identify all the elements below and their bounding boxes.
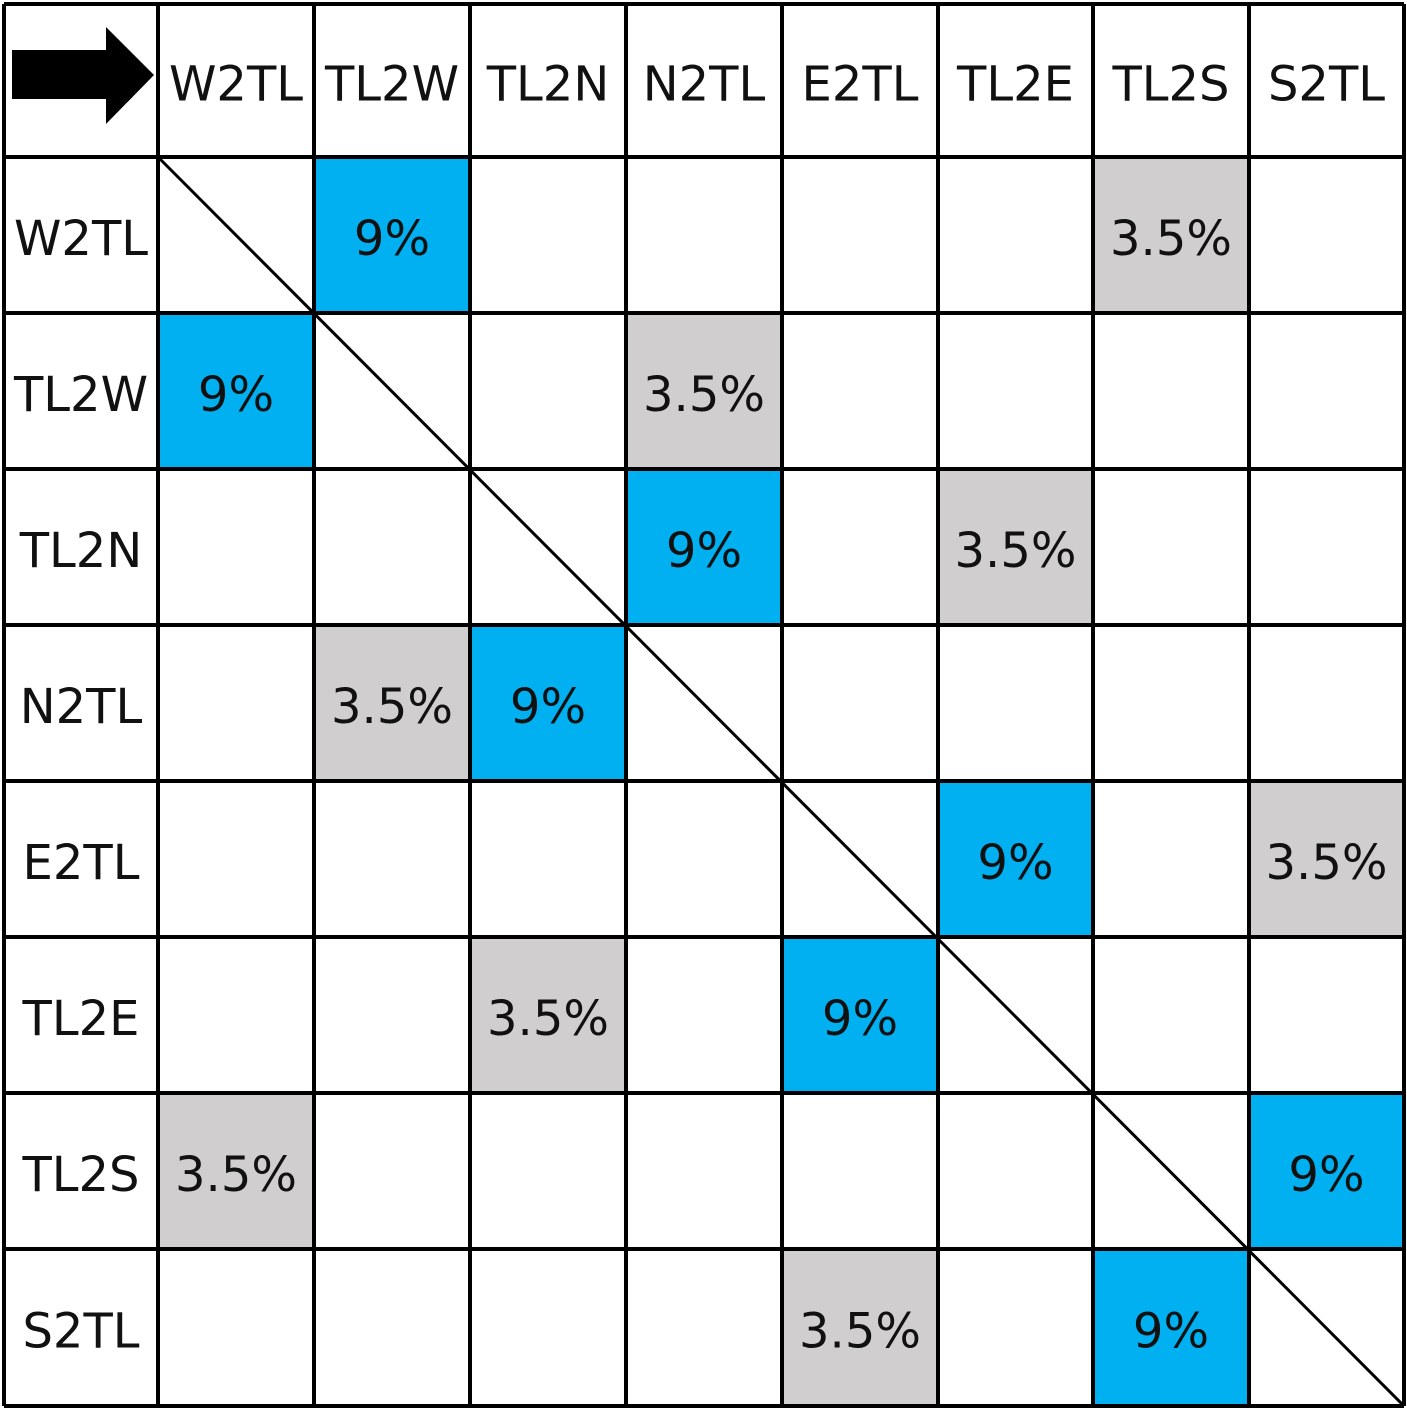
- secondary-cell: [1249, 781, 1404, 937]
- matrix-value: 9%: [510, 679, 586, 735]
- matrix-value: 9%: [977, 835, 1053, 891]
- primary-cell: [938, 781, 1093, 937]
- primary-cell: [626, 469, 782, 625]
- row-header: N2TL: [20, 679, 143, 735]
- row-header: TL2E: [22, 991, 140, 1047]
- row-header: W2TL: [14, 211, 148, 267]
- secondary-cell: [1093, 157, 1249, 313]
- row-header: E2TL: [23, 835, 140, 891]
- matrix-value: 3.5%: [799, 1304, 921, 1360]
- secondary-cell: [314, 625, 470, 781]
- matrix-value: 9%: [1288, 1147, 1364, 1203]
- column-header: TL2E: [956, 57, 1074, 113]
- matrix-value: 9%: [198, 367, 274, 423]
- matrix-value: 3.5%: [955, 523, 1077, 579]
- matrix-value: 9%: [354, 211, 430, 267]
- secondary-cell: [782, 1249, 938, 1406]
- row-header: TL2S: [21, 1147, 139, 1203]
- column-header: TL2W: [324, 57, 459, 113]
- matrix-value: 3.5%: [643, 367, 765, 423]
- row-header: S2TL: [22, 1304, 139, 1360]
- matrix-value: 9%: [822, 991, 898, 1047]
- diagonal-line: [156, 155, 1406, 1408]
- primary-cell: [1249, 1093, 1404, 1249]
- right-arrow-icon: [12, 27, 154, 124]
- secondary-cell: [938, 469, 1093, 625]
- matrix-value: 3.5%: [331, 679, 453, 735]
- column-header: S2TL: [1268, 57, 1385, 113]
- secondary-cell: [626, 313, 782, 469]
- matrix-value: 3.5%: [175, 1147, 297, 1203]
- column-header: TL2S: [1111, 57, 1229, 113]
- row-header: TL2W: [13, 367, 148, 423]
- primary-cell: [782, 937, 938, 1093]
- primary-cell: [470, 625, 626, 781]
- matrix-value: 3.5%: [1110, 211, 1232, 267]
- matrix-value: 9%: [1133, 1304, 1209, 1360]
- primary-cell: [158, 313, 314, 469]
- column-header: TL2N: [486, 57, 610, 113]
- column-header: E2TL: [802, 57, 919, 113]
- secondary-cell: [158, 1093, 314, 1249]
- primary-cell: [1093, 1249, 1249, 1406]
- column-header: W2TL: [169, 57, 303, 113]
- matrix-value: 9%: [666, 523, 742, 579]
- matrix-value: 3.5%: [1266, 835, 1388, 891]
- matrix-value: 3.5%: [487, 991, 609, 1047]
- row-header: TL2N: [19, 523, 143, 579]
- column-header: N2TL: [643, 57, 766, 113]
- secondary-cell: [470, 937, 626, 1093]
- primary-cell: [314, 157, 470, 313]
